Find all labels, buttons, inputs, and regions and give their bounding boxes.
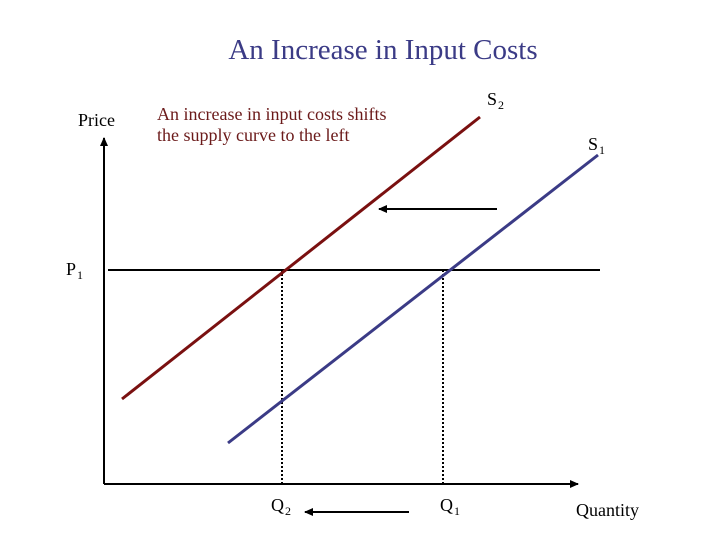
supply-curve-s1 bbox=[227, 153, 599, 445]
annotation-text: An increase in input costs shifts the su… bbox=[157, 104, 387, 145]
price-label-p1: P1 bbox=[66, 259, 84, 282]
curve-label-s1: S1 bbox=[588, 134, 606, 157]
x-axis-label: Quantity bbox=[576, 500, 639, 520]
y-axis-label: Price bbox=[78, 110, 115, 130]
supply-curve-s2 bbox=[121, 115, 481, 401]
page-title: An Increase in Input Costs bbox=[228, 34, 538, 66]
quantity-label-q1: Q1 bbox=[440, 495, 460, 518]
curve-label-s2: S2 bbox=[487, 89, 505, 112]
quantity-label-q2: Q2 bbox=[271, 495, 291, 518]
